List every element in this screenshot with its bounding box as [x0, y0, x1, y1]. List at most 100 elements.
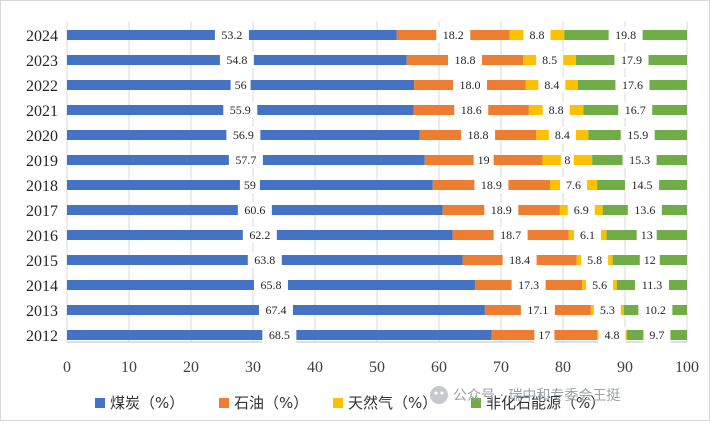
y-category-label: 2017	[26, 203, 58, 220]
data-label: 17.9	[621, 53, 642, 67]
x-tick-label: 20	[183, 359, 199, 376]
data-label: 12	[644, 253, 656, 267]
y-category-label: 2014	[26, 278, 58, 295]
data-label: 10.2	[645, 303, 666, 317]
data-label: 5.6	[592, 278, 607, 292]
data-label-bg	[622, 152, 657, 168]
data-label: 18.9	[491, 203, 512, 217]
x-tick-label: 30	[245, 359, 261, 376]
x-tick-label: 60	[431, 359, 447, 376]
data-label-bg	[538, 77, 566, 93]
data-label: 6.9	[574, 203, 589, 217]
data-label: 65.8	[260, 278, 281, 292]
data-label-bg	[247, 252, 282, 268]
data-label-bg	[634, 277, 669, 293]
data-label: 19.8	[615, 28, 636, 42]
y-category-label: 2016	[26, 228, 58, 245]
x-tick-label: 10	[121, 359, 137, 376]
data-label: 18.0	[460, 78, 481, 92]
data-label: 55.9	[230, 103, 251, 117]
y-category-label: 2015	[26, 253, 58, 270]
y-category-label: 2021	[26, 103, 58, 120]
data-label-bg	[620, 127, 655, 143]
data-label-bg	[638, 302, 673, 318]
legend-label: 非化石能源（%）	[486, 394, 605, 412]
data-label-bg	[639, 252, 660, 268]
data-label: 8.8	[549, 103, 564, 117]
data-label: 19	[478, 153, 490, 167]
data-label-bg	[586, 277, 614, 293]
x-tick-label: 70	[493, 359, 509, 376]
x-tick-label: 80	[555, 359, 571, 376]
data-label-bg	[627, 202, 662, 218]
data-label-bg	[436, 27, 471, 43]
data-label: 63.8	[254, 253, 275, 267]
data-label: 8.4	[555, 128, 570, 142]
data-label: 18.9	[481, 178, 502, 192]
data-label-bg	[625, 177, 660, 193]
data-label: 18.8	[468, 128, 489, 142]
data-label-bg	[560, 152, 574, 168]
data-label-bg	[523, 27, 551, 43]
legend-label: 煤炭（%）	[110, 394, 184, 412]
wechat-icon-eye-right	[440, 391, 444, 395]
y-axis-labels: 2024 2023 2022 2021 2020 2019 2018 2017 2016 2015…	[26, 28, 58, 345]
wechat-icon	[430, 386, 448, 404]
x-tick-label: 0	[63, 359, 71, 376]
data-label-bg	[520, 302, 555, 318]
legend-swatch	[471, 398, 481, 408]
data-label-bg	[614, 52, 649, 68]
data-label-bg	[262, 327, 297, 343]
data-label-bg	[473, 152, 494, 168]
data-label-bg	[253, 277, 288, 293]
data-label: 18.6	[461, 103, 482, 117]
data-label-bg	[615, 77, 650, 93]
data-label-bg	[593, 302, 621, 318]
data-label-bg	[219, 52, 254, 68]
x-tick-label: 90	[617, 359, 633, 376]
y-category-label: 2022	[26, 78, 58, 95]
legend-label: 石油（%）	[234, 394, 308, 412]
legend-label: 天然气（%）	[348, 394, 437, 412]
data-label-bg	[598, 327, 626, 343]
data-label-bg	[573, 227, 601, 243]
data-label: 4.8	[604, 328, 619, 342]
data-label: 5.8	[587, 253, 602, 267]
y-category-label: 2013	[26, 303, 58, 320]
data-label-bg	[228, 152, 263, 168]
data-label: 17.1	[527, 303, 548, 317]
data-label: 18.2	[443, 28, 464, 42]
data-label-bg	[454, 102, 489, 118]
data-label-bg	[258, 302, 293, 318]
data-label: 8	[564, 153, 570, 167]
y-category-label: 2018	[26, 178, 58, 195]
data-label: 14.5	[632, 178, 653, 192]
data-label-bg	[534, 327, 555, 343]
data-label: 18.8	[455, 53, 476, 67]
data-label: 15.9	[627, 128, 648, 142]
legend-swatch	[219, 398, 229, 408]
data-label-bg	[636, 227, 657, 243]
data-label-bg	[567, 202, 595, 218]
data-label: 9.7	[649, 328, 664, 342]
y-category-label: 2020	[26, 128, 58, 145]
data-label: 53.2	[221, 28, 242, 42]
watermark-text: 公众号 · 瑞中和专委会王挺	[453, 388, 620, 404]
data-label-bg	[461, 127, 496, 143]
data-label-bg	[474, 177, 509, 193]
data-label-bg	[214, 27, 249, 43]
data-label-bg	[484, 202, 519, 218]
wechat-icon-eye-left	[434, 391, 438, 395]
data-label-bg	[493, 227, 528, 243]
data-label: 57.7	[235, 153, 256, 167]
data-label: 8.4	[544, 78, 559, 92]
legend-swatch	[333, 398, 343, 408]
data-label-bg	[242, 227, 277, 243]
data-label: 18.7	[500, 228, 521, 242]
watermark-group: 公众号 · 瑞中和专委会王挺	[430, 386, 620, 404]
data-label-bg	[237, 202, 272, 218]
data-label: 7.6	[566, 178, 581, 192]
data-label: 17.6	[622, 78, 643, 92]
data-label: 17.3	[518, 278, 539, 292]
